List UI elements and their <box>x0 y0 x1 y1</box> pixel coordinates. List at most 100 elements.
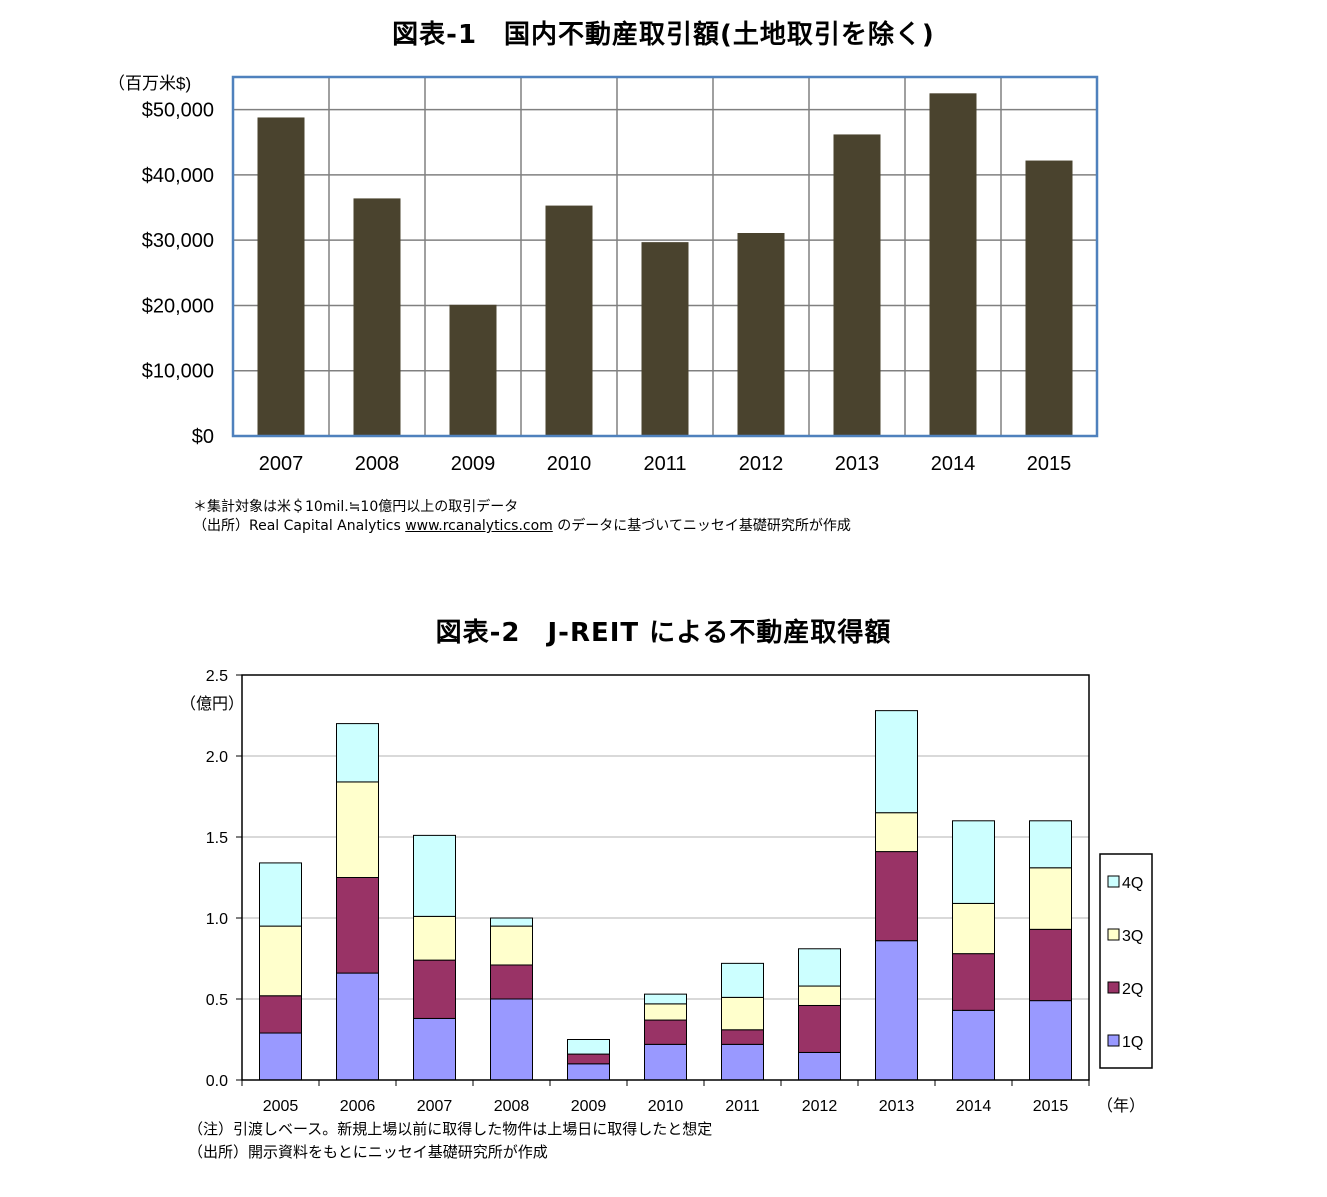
chart2-bar-segment-2Q <box>952 953 995 1011</box>
chart1-xtick-label: 2014 <box>931 453 976 475</box>
chart2-bar-segment-1Q <box>490 998 533 1081</box>
chart1-source: （出所）Real Capital Analytics www.rcanalyti… <box>193 515 851 535</box>
chart2-xtick-label: 2010 <box>648 1098 684 1115</box>
chart2-ytick-label: 2.0 <box>206 749 228 766</box>
chart2-bar-segment-3Q <box>336 781 379 878</box>
chart1-ytick-label: $20,000 <box>142 295 214 317</box>
chart1-ytick-label: $40,000 <box>142 165 214 187</box>
chart2-xtick-label: 2011 <box>725 1098 760 1115</box>
chart2-plot: 0.0 0.5 1.0 1.5 2.0 2.5 （億円） 2005 2006 2007 2008 20… <box>180 668 1153 1115</box>
chart1-xtick-label: 2015 <box>1027 453 1072 475</box>
chart2-bar-segment-3Q <box>721 996 764 1031</box>
chart1-unit-label: （百万米$) <box>108 74 191 93</box>
chart2-bar-segment-2Q <box>413 959 456 1019</box>
chart2-frame <box>241 674 1090 1081</box>
chart1-source-suffix: のデータに基づいてニッセイ基礎研究所が作成 <box>552 518 851 534</box>
chart2-xtick-label: 2015 <box>1033 1098 1069 1115</box>
chart2-bar-segment-1Q <box>259 1032 302 1081</box>
chart2-bar-segment-3Q <box>644 1003 687 1021</box>
chart2-source: （出所）開示資料をもとにニッセイ基礎研究所が作成 <box>188 1143 548 1161</box>
chart2-bar-segment-1Q <box>952 1009 995 1081</box>
chart2-bar-segment-4Q <box>259 862 302 927</box>
chart2-bar-segment-1Q <box>875 940 918 1081</box>
chart2-bar-segment-3Q <box>798 985 841 1006</box>
chart2-bar-segment-2Q <box>644 1019 687 1045</box>
chart2-legend-label-4Q: 4Q <box>1122 875 1143 892</box>
chart1-source-prefix: （出所）Real Capital Analytics <box>193 518 406 534</box>
chart2-ytick-label: 1.5 <box>206 830 228 847</box>
chart2-bar-segment-3Q <box>259 925 302 997</box>
chart1-note: ＊集計対象は米＄10mil.≒10億円以上の取引データ <box>193 499 519 515</box>
chart2-xtick-label: 2008 <box>494 1098 530 1115</box>
chart2-title: 図表-2 J-REIT による不動産取得額 <box>435 618 892 648</box>
chart2-xtick-label: 2013 <box>879 1098 915 1115</box>
chart2-legend-swatch-2Q <box>1107 981 1120 994</box>
chart2-bar-segment-2Q <box>336 877 379 974</box>
chart2-bar-segment-4Q <box>721 962 764 998</box>
chart1-xtick-label: 2013 <box>835 453 880 475</box>
chart1-bar <box>833 134 881 436</box>
chart2-bar-segment-4Q <box>336 723 379 783</box>
chart2-bar-segment-4Q <box>798 948 841 987</box>
chart2-bar-segment-2Q <box>490 964 533 1000</box>
chart2-bar-segment-3Q <box>413 915 456 961</box>
chart1-bar <box>1025 160 1073 437</box>
chart1-ytick-label: $10,000 <box>142 361 214 383</box>
chart2-note: （注）引渡しベース。新規上場以前に取得した物件は上場日に取得したと想定 <box>188 1120 713 1138</box>
chart1-title: 図表-1 国内不動産取引額(土地取引を除く) <box>392 20 935 50</box>
chart1-xtick-label: 2011 <box>643 453 686 475</box>
chart1-plot: $0 $10,000 $20,000 $30,000 $40,000 $50,000 （百万… <box>108 74 1099 475</box>
chart2-legend-swatch-4Q <box>1107 875 1120 888</box>
chart2-ytick-label: 0.5 <box>206 992 228 1009</box>
chart2-legend-label-2Q: 2Q <box>1122 981 1143 998</box>
rcanalytics-link[interactable]: www.rcanalytics.com <box>405 518 553 534</box>
chart2-bar-segment-1Q <box>336 972 379 1081</box>
chart2-bar-segment-1Q <box>413 1017 456 1081</box>
chart2-x-unit-label: （年） <box>1097 1097 1145 1115</box>
chart2-bar-segment-4Q <box>875 710 918 814</box>
chart2-bar-segment-3Q <box>490 925 533 966</box>
chart1-ytick-label: $30,000 <box>142 230 214 252</box>
chart2-bar-segment-4Q <box>567 1039 610 1055</box>
chart1-xtick-label: 2008 <box>355 453 400 475</box>
chart1-bar <box>257 117 305 436</box>
chart2-xtick-label: 2009 <box>571 1098 607 1115</box>
chart2-bar-segment-3Q <box>875 812 918 853</box>
chart2-bar-segment-1Q <box>798 1051 841 1081</box>
chart2-bar-segment-2Q <box>567 1053 610 1065</box>
chart2-legend-label-3Q: 3Q <box>1122 928 1143 945</box>
chart2-bar-segment-2Q <box>875 851 918 942</box>
chart2-xtick-label: 2014 <box>956 1098 992 1115</box>
chart2-bar-segment-2Q <box>1029 928 1072 1002</box>
chart2-bar-segment-2Q <box>259 995 302 1034</box>
chart2-bar-segment-1Q <box>567 1063 610 1081</box>
chart2-bar-segment-4Q <box>952 820 995 904</box>
chart1-xtick-label: 2007 <box>259 453 304 475</box>
chart2-unit-label: （億円） <box>180 695 244 713</box>
chart2-bar-segment-4Q <box>490 917 533 927</box>
chart2-bar-segment-3Q <box>1029 867 1072 930</box>
chart2-xtick-label: 2006 <box>340 1098 376 1115</box>
chart1-bar <box>641 242 689 436</box>
chart2-legend-swatch-3Q <box>1107 928 1120 941</box>
chart2-xtick-label: 2007 <box>417 1098 453 1115</box>
chart2-bar-segment-2Q <box>798 1004 841 1053</box>
chart2-bar-segment-4Q <box>1029 820 1072 869</box>
chart1-bar <box>449 304 497 436</box>
chart1-bar <box>929 93 977 436</box>
chart2-ytick-label: 0.0 <box>206 1073 228 1090</box>
chart2-xtick-label: 2012 <box>802 1098 838 1115</box>
chart2-ytick-label: 1.0 <box>206 911 228 928</box>
chart1-ytick-label: $0 <box>192 426 214 448</box>
chart2-legend-swatch-1Q <box>1107 1034 1120 1047</box>
chart1-bar <box>737 233 785 436</box>
chart2-bar-segment-2Q <box>721 1029 764 1045</box>
chart2-bar-segment-1Q <box>1029 1000 1072 1081</box>
chart1-xtick-label: 2010 <box>547 453 592 475</box>
chart1-bar <box>353 198 401 436</box>
chart2-bar-segment-4Q <box>413 834 456 917</box>
chart2-bar-segment-3Q <box>952 902 995 955</box>
chart2-bar-segment-4Q <box>644 993 687 1005</box>
chart2-legend <box>1099 853 1153 1069</box>
chart2-legend-label-1Q: 1Q <box>1122 1034 1143 1051</box>
